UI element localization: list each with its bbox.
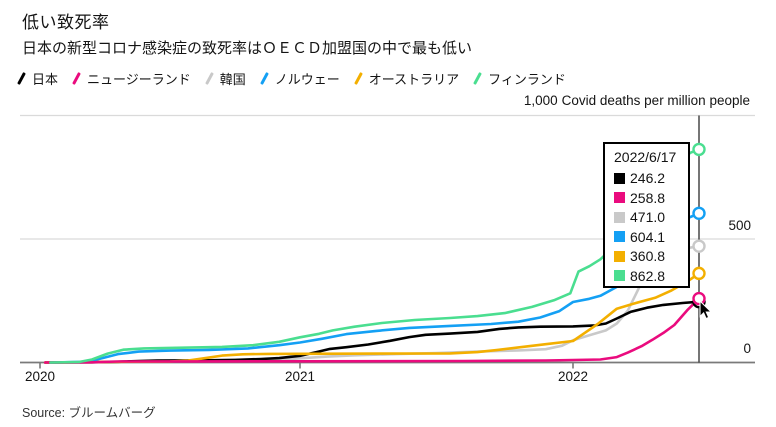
legend-item-finland: フィンランド bbox=[473, 69, 566, 88]
tooltip-value: 258.8 bbox=[630, 189, 666, 206]
chart-title: 低い致死率 bbox=[22, 13, 110, 32]
tooltip-row-new-zealand: 258.8 bbox=[614, 190, 688, 206]
legend-label: ノルウェー bbox=[274, 72, 340, 87]
mouse-cursor-icon bbox=[699, 299, 713, 320]
y-tick-0: 0 bbox=[743, 341, 751, 356]
legend-label: フィンランド bbox=[488, 72, 566, 87]
tooltip-row-norway: 604.1 bbox=[614, 229, 688, 245]
series-swatch bbox=[614, 231, 625, 242]
x-tick-2020: 2020 bbox=[24, 369, 56, 384]
tooltip-row-australia: 360.8 bbox=[614, 248, 688, 264]
legend: 日本 ニュージーランド 韓国 ノルウェー オーストラリア フィンランド bbox=[17, 69, 583, 88]
legend-label: ニュージーランド bbox=[87, 72, 191, 87]
series-swatch bbox=[614, 250, 625, 262]
y-tick-500: 500 bbox=[728, 218, 751, 233]
tooltip-date: 2022/6/17 bbox=[614, 149, 677, 165]
legend-item-australia: オーストラリア bbox=[353, 69, 460, 88]
legend-item-norway: ノルウェー bbox=[259, 69, 340, 88]
x-tick-2022: 2022 bbox=[557, 369, 589, 384]
tooltip-value: 862.8 bbox=[630, 267, 666, 284]
series-swatch bbox=[614, 192, 625, 203]
x-tick-2021: 2021 bbox=[284, 369, 316, 384]
legend-item-japan: 日本 bbox=[17, 69, 59, 88]
tooltip-row-finland: 862.8 bbox=[614, 268, 688, 284]
tooltip-row-japan: 246.2 bbox=[614, 170, 688, 186]
y-axis-header: 1,000 Covid deaths per million people bbox=[524, 93, 750, 108]
chart-subtitle: 日本の新型コロナ感染症の致死率はＯＥＣＤ加盟国の中で最も低い bbox=[22, 40, 473, 57]
source-credit: Source: ブルームバーグ bbox=[22, 406, 156, 420]
y-axis-title: Covid deaths per million people bbox=[561, 93, 750, 108]
tooltip-value: 471.0 bbox=[630, 209, 666, 225]
tooltip-value: 246.2 bbox=[630, 170, 666, 186]
legend-item-new-zealand: ニュージーランド bbox=[72, 69, 191, 88]
y-tick-1000: 1,000 bbox=[523, 93, 558, 108]
legend-item-korea: 韓国 bbox=[204, 69, 246, 88]
series-swatch bbox=[614, 172, 625, 184]
legend-label: 日本 bbox=[32, 72, 59, 87]
series-swatch bbox=[614, 270, 625, 281]
legend-label: オーストラリア bbox=[368, 72, 460, 87]
tooltip-value: 360.8 bbox=[630, 248, 666, 264]
crosshair-tooltip: 2022/6/17 246.2 258.8 471.0 604.1 360.8 … bbox=[603, 142, 690, 288]
tooltip-row-korea: 471.0 bbox=[614, 209, 688, 225]
series-swatch bbox=[614, 211, 625, 223]
tooltip-value: 604.1 bbox=[630, 228, 666, 245]
legend-label: 韓国 bbox=[219, 72, 246, 87]
